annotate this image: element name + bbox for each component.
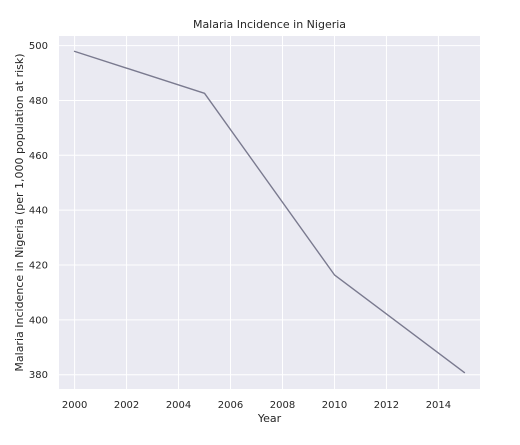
y-tick-label: 480: [29, 96, 48, 107]
y-axis-title: Malaria Incidence in Nigeria (per 1,000 …: [13, 53, 26, 371]
x-tick-label: 2002: [114, 400, 139, 411]
x-tick-label: 2010: [322, 400, 347, 411]
y-tick-label: 380: [29, 370, 48, 381]
x-tick-label: 2014: [426, 400, 451, 411]
series-line: [73, 50, 466, 374]
y-tick-label: 500: [29, 41, 48, 52]
y-tick-label: 460: [29, 151, 48, 162]
y-tick-label: 420: [29, 261, 48, 272]
x-tick-label: 2008: [270, 400, 295, 411]
tick-labels: 2000 2002 2004 2006 2008 2010 2012 2014 380 400 42…: [29, 41, 451, 411]
series-lines: [73, 50, 466, 374]
chart-title: Malaria Incidence in Nigeria: [193, 18, 346, 31]
x-tick-label: 2004: [166, 400, 191, 411]
plot-area: [59, 36, 480, 389]
grid-lines: [59, 36, 480, 389]
y-tick-label: 440: [29, 206, 48, 217]
x-tick-label: 2000: [62, 400, 87, 411]
y-tick-label: 400: [29, 315, 48, 326]
x-tick-label: 2012: [374, 400, 399, 411]
x-tick-label: 2006: [218, 400, 243, 411]
x-axis-title: Year: [257, 412, 282, 425]
